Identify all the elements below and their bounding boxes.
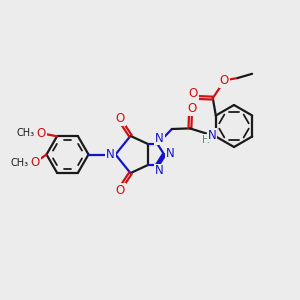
Text: N: N <box>106 148 115 161</box>
Text: O: O <box>187 102 196 115</box>
Text: O: O <box>116 112 124 125</box>
Text: O: O <box>31 156 40 170</box>
Text: O: O <box>37 127 46 140</box>
Text: CH₃: CH₃ <box>11 158 28 168</box>
Text: O: O <box>188 87 198 100</box>
Text: N: N <box>208 128 217 142</box>
Text: H: H <box>202 135 210 145</box>
Text: O: O <box>116 184 124 197</box>
Text: CH₃: CH₃ <box>17 128 35 138</box>
Text: N: N <box>155 131 164 145</box>
Text: O: O <box>220 74 229 87</box>
Text: N: N <box>155 164 164 178</box>
Text: N: N <box>166 147 175 161</box>
